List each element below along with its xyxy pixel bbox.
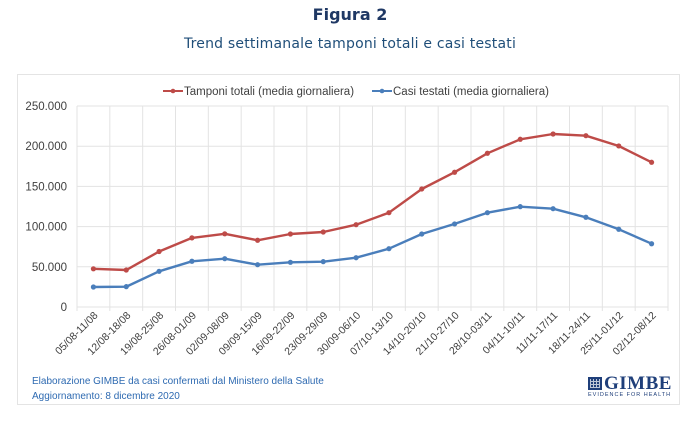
casi-point (386, 246, 392, 252)
tamponi-point (254, 237, 261, 243)
casi-point (419, 231, 425, 237)
tamponi-point (90, 266, 97, 272)
figure-label: Figura 2 (312, 5, 388, 24)
logo-name: GIMBE (604, 373, 672, 394)
tamponi-point (451, 169, 458, 175)
footer-updated: Aggiornamento: 8 dicembre 2020 (32, 391, 180, 402)
tamponi-point (353, 222, 359, 228)
tamponi-point (156, 248, 162, 255)
footer: Elaborazione GIMBE da casi confermati da… (32, 374, 324, 404)
y-tick-label: 50.000 (32, 262, 67, 274)
x-axis-ticks: 05/08-11/0812/08-18/0819/08-25/0826/08-0… (53, 310, 659, 358)
y-tick-label: 150.000 (25, 181, 67, 193)
casi-point (156, 268, 162, 274)
tamponi-point (616, 143, 622, 149)
casi-point (353, 255, 359, 261)
tamponi-point (287, 231, 294, 237)
casi-point (254, 262, 261, 268)
tamponi-point (517, 136, 523, 142)
footer-source: Elaborazione GIMBE da casi confermati da… (32, 376, 324, 387)
legend-label-tamponi: Tamponi totali (media giornaliera) (184, 86, 354, 98)
casi-point (583, 214, 589, 220)
tamponi-point (484, 150, 491, 156)
tamponi-line (93, 132, 653, 272)
tamponi-point (189, 235, 195, 241)
tamponi-point (222, 231, 228, 237)
y-axis-ticks: 0 50.000 100.000 150.000 200.000 250.000 (25, 101, 67, 314)
logo-tagline: EVIDENCE FOR HEALTH (588, 392, 672, 398)
legend-marker-casi (379, 88, 385, 94)
casi-point (189, 258, 195, 264)
gimbe-logo: GIMBE EVIDENCE FOR HEALTH (588, 373, 672, 401)
casi-point (287, 259, 294, 265)
casi-point (123, 284, 129, 290)
casi-point (517, 204, 523, 210)
gridlines (76, 105, 669, 311)
tamponi-point (386, 210, 392, 216)
chart-title: Trend settimanale tamponi totali e casi … (183, 36, 517, 52)
tamponi-point (583, 133, 589, 139)
legend-marker-tamponi (170, 88, 176, 94)
casi-point (320, 259, 326, 265)
casi-point (616, 226, 622, 232)
logo-grid-icon (588, 377, 602, 390)
casi-point (484, 210, 491, 216)
casi-point (451, 221, 458, 227)
casi-point (222, 256, 228, 262)
legend-label-casi: Casi testati (media giornaliera) (393, 86, 549, 98)
tamponi-point (648, 159, 655, 165)
y-tick-label: 0 (61, 302, 67, 314)
series-group (90, 131, 655, 290)
legend: Tamponi totali (media giornaliera) Casi t… (163, 86, 549, 98)
chart-frame (17, 74, 680, 405)
casi-line (93, 205, 653, 289)
y-tick-label: 250.000 (25, 101, 67, 113)
y-tick-label: 100.000 (25, 222, 67, 234)
y-tick-label: 200.000 (25, 141, 67, 153)
tamponi-point (419, 186, 425, 192)
tamponi-point (123, 267, 129, 273)
casi-point (550, 206, 556, 212)
casi-point (90, 284, 97, 290)
casi-point (648, 241, 655, 247)
tamponi-point (550, 131, 556, 137)
tamponi-point (320, 229, 326, 235)
